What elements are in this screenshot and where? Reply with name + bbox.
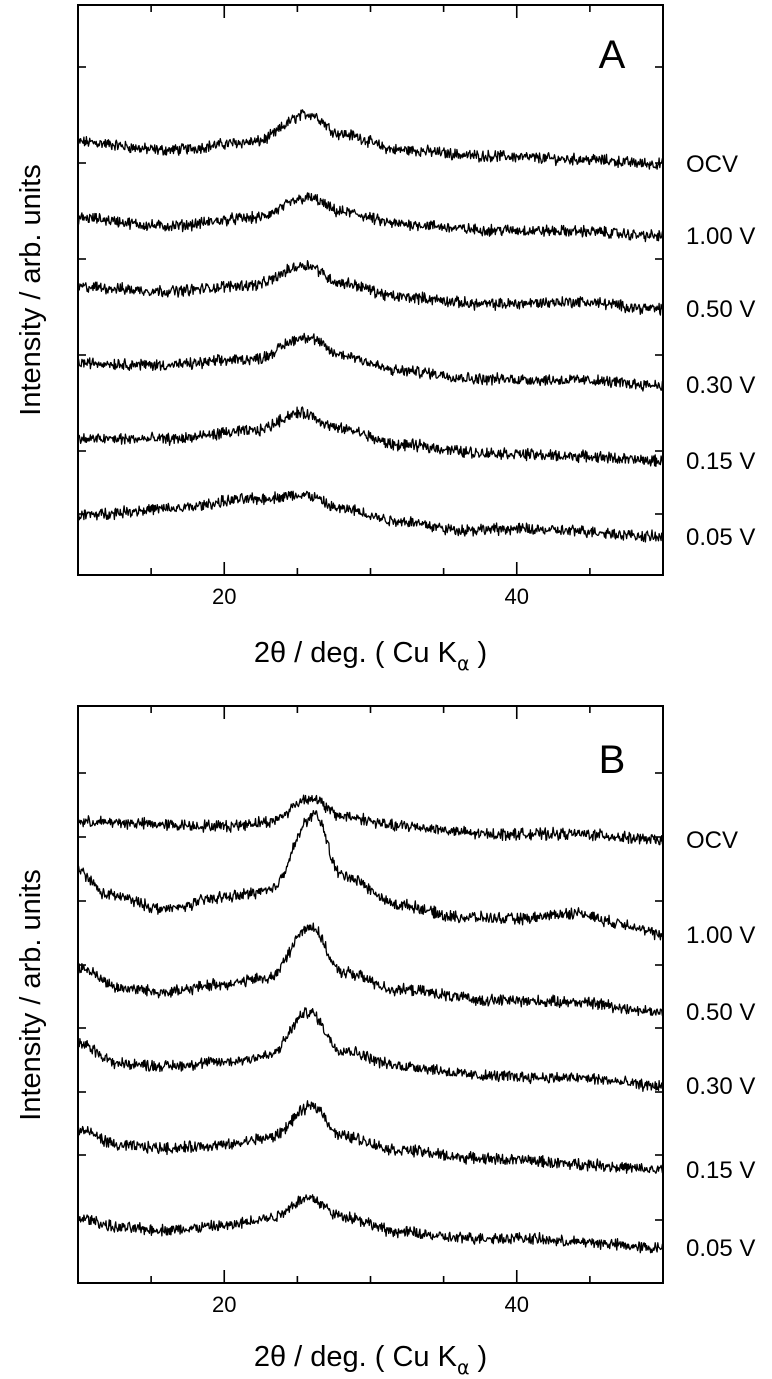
series-label: 0.05 V	[686, 524, 755, 551]
trace-0-30-v	[77, 332, 664, 392]
series-label: 1.00 V	[686, 223, 755, 250]
series-label: 0.50 V	[686, 296, 755, 323]
x-tick-label: 20	[212, 1292, 236, 1317]
series-label: 0.30 V	[686, 372, 755, 399]
series-label: 0.15 V	[686, 448, 755, 475]
panel-b: 20 40 B Intensity / arb. units 2θ / deg. ( C…	[15, 705, 755, 1379]
panel-a: 20 40 A Intensity / arb. units 2θ / deg. ( C…	[15, 4, 755, 675]
x-axis-label: 2θ / deg. ( Cu Kα )	[254, 1341, 487, 1379]
x-tick-label: 20	[212, 584, 236, 609]
panel-letter: A	[599, 33, 626, 77]
trace-0-05-v	[77, 490, 664, 543]
series-label: OCV	[686, 827, 738, 854]
trace-0-50-v	[77, 260, 664, 316]
trace-0-50-v	[77, 922, 664, 1017]
trace-0-30-v	[77, 1007, 664, 1092]
series-label: 1.00 V	[686, 922, 755, 949]
trace-0-15-v	[77, 406, 664, 468]
series-label: OCV	[686, 151, 738, 178]
trace-ocv	[77, 109, 664, 170]
series-label: 0.50 V	[686, 999, 755, 1026]
x-axis-label: 2θ / deg. ( Cu Kα )	[254, 637, 487, 675]
y-axis-label: Intensity / arb. units	[15, 164, 47, 415]
trace-ocv	[77, 794, 664, 846]
trace-0-15-v	[77, 1100, 664, 1174]
trace-1-00-v	[77, 192, 664, 243]
x-tick-label: 40	[505, 1292, 529, 1317]
series-label: 0.30 V	[686, 1073, 755, 1100]
x-tick-label: 40	[505, 584, 529, 609]
y-axis-label: Intensity / arb. units	[15, 869, 47, 1120]
trace-1-00-v	[77, 809, 664, 941]
panel-letter: B	[599, 738, 626, 782]
trace-0-05-v	[77, 1194, 664, 1254]
series-label: 0.15 V	[686, 1157, 755, 1184]
series-label: 0.05 V	[686, 1235, 755, 1262]
